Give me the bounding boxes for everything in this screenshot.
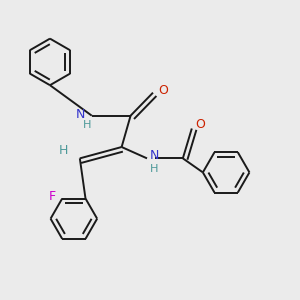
Text: N: N (76, 108, 85, 121)
Text: H: H (150, 164, 159, 174)
Text: O: O (158, 84, 168, 97)
Text: H: H (59, 144, 68, 158)
Text: N: N (150, 149, 159, 163)
Text: H: H (83, 120, 92, 130)
Text: O: O (195, 118, 205, 131)
Text: F: F (49, 190, 56, 202)
